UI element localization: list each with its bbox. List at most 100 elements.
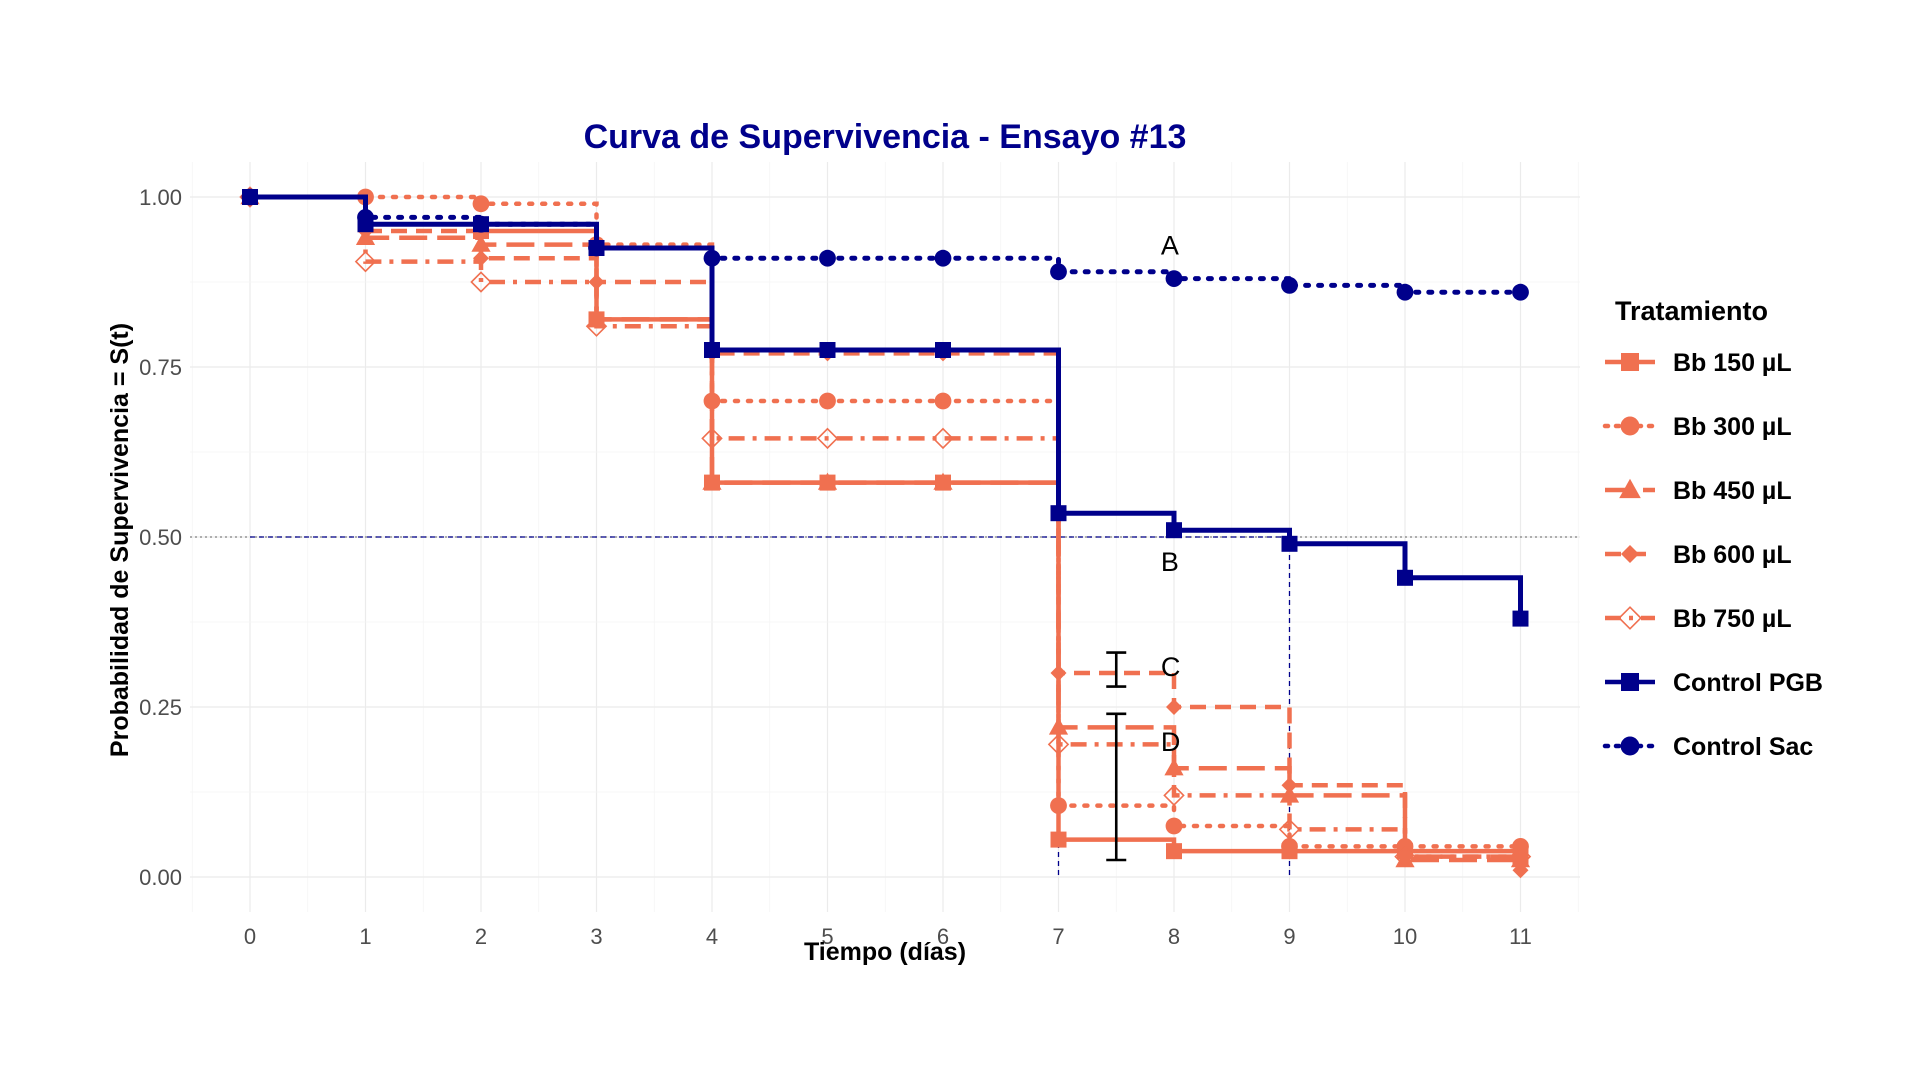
x-tick-label: 5 [821,924,833,949]
legend-label: Bb 300 µL [1673,413,1792,441]
data-point [470,271,492,293]
data-point [1050,797,1067,814]
y-tick-label: 1.00 [139,185,182,210]
data-point [934,392,952,410]
data-point [934,249,952,267]
legend-label: Control PGB [1673,669,1823,697]
data-point [1050,831,1067,848]
data-point [1165,270,1183,287]
data-point [1047,733,1070,756]
legend-marker [1620,736,1640,756]
data-point [1050,505,1067,522]
legend-marker [1621,673,1639,691]
legend-label: Bb 750 µL [1673,605,1792,633]
legend-item: Bb 300 µL [1602,413,1792,441]
data-point [1394,845,1416,868]
y-tick-label: 0.50 [139,525,182,550]
x-tick-label: 3 [590,924,602,949]
chart-title: Curva de Supervivencia - Ensayo #13 [584,118,1187,156]
y-tick-label: 0.75 [139,355,182,380]
data-point [588,274,605,290]
data-point [932,427,954,450]
data-point [588,239,605,257]
data-point [819,392,836,410]
legend-item: Bb 450 µL [1605,477,1792,505]
legend-marker [1619,478,1641,499]
annotation-label: B [1161,547,1179,577]
data-point [1281,838,1298,855]
annotation-label: C [1161,652,1181,682]
x-tick-label: 1 [359,924,371,949]
legend-label: Control Sac [1673,733,1813,761]
data-point [1166,699,1182,715]
data-point [1164,758,1184,776]
data-point [354,250,377,273]
data-point [1512,610,1529,627]
data-point [1281,535,1298,552]
data-point [817,472,838,490]
legend: Tratamiento Bb 150 µL Bb 300 µL Bb 450 µL B… [1602,296,1823,761]
data-point [702,472,722,490]
series-layer [239,186,1532,879]
annotation-label: A [1161,231,1179,261]
data-point [1281,777,1298,794]
x-tick-label: 0 [244,924,256,949]
series-line [250,194,1521,859]
data-point [704,342,720,358]
data-point [1509,845,1532,868]
y-tick-label: 0.00 [139,865,182,890]
legend-item: Bb 750 µL [1605,605,1792,633]
x-tick-label: 7 [1052,924,1064,949]
series-7 [241,188,1529,301]
error-bars [1106,651,1127,862]
legend-item: Bb 150 µL [1605,349,1792,377]
data-point [935,342,951,358]
legend-item: Control PGB [1605,669,1823,697]
legend-label: Bb 450 µL [1673,477,1792,505]
data-point [1396,283,1414,301]
error-bar [1106,651,1127,688]
legend-label: Bb 600 µL [1673,541,1792,569]
legend-item: Bb 600 µL [1605,541,1792,569]
legend-label: Bb 150 µL [1673,349,1792,377]
axes: 0 1 2 3 4 5 6 7 8 9 10 11 0.00 0.25 0.50 0.75 1.00 [139,185,1532,949]
x-tick-label: 8 [1168,924,1180,949]
data-point [1050,263,1067,281]
data-point [819,249,836,267]
data-point [585,315,608,337]
x-tick-label: 9 [1283,924,1295,949]
legend-title: Tratamiento [1615,296,1768,326]
data-point [1279,785,1300,803]
data-point [1512,862,1529,879]
data-point [1166,843,1182,860]
data-point [241,188,259,206]
legend-marker [1620,416,1640,436]
x-tick-label: 6 [937,924,949,949]
series-5 [239,186,1532,868]
data-point [933,472,953,490]
data-point [1166,522,1182,539]
data-point [701,427,723,450]
data-point [472,195,490,213]
annotation-label: D [1161,727,1181,757]
data-point [472,215,490,233]
x-tick-label: 4 [706,924,718,949]
y-tick-label: 0.25 [139,695,182,720]
x-tick-label: 11 [1509,924,1532,949]
data-point [703,249,721,267]
legend-marker [1621,353,1639,371]
series-line [250,194,1523,871]
data-point [357,209,374,226]
x-axis-title: Tiempo (días) [804,938,966,966]
error-bar [1106,712,1127,862]
data-point [1163,784,1185,807]
x-tick-label: 10 [1393,924,1417,949]
data-point [1278,818,1301,841]
data-point [1281,277,1298,294]
legend-marker [1621,545,1639,563]
x-tick-label: 2 [475,924,487,949]
data-point [1512,283,1529,301]
y-axis-title: Probabilidad de Supervivencia = S(t) [106,323,134,757]
